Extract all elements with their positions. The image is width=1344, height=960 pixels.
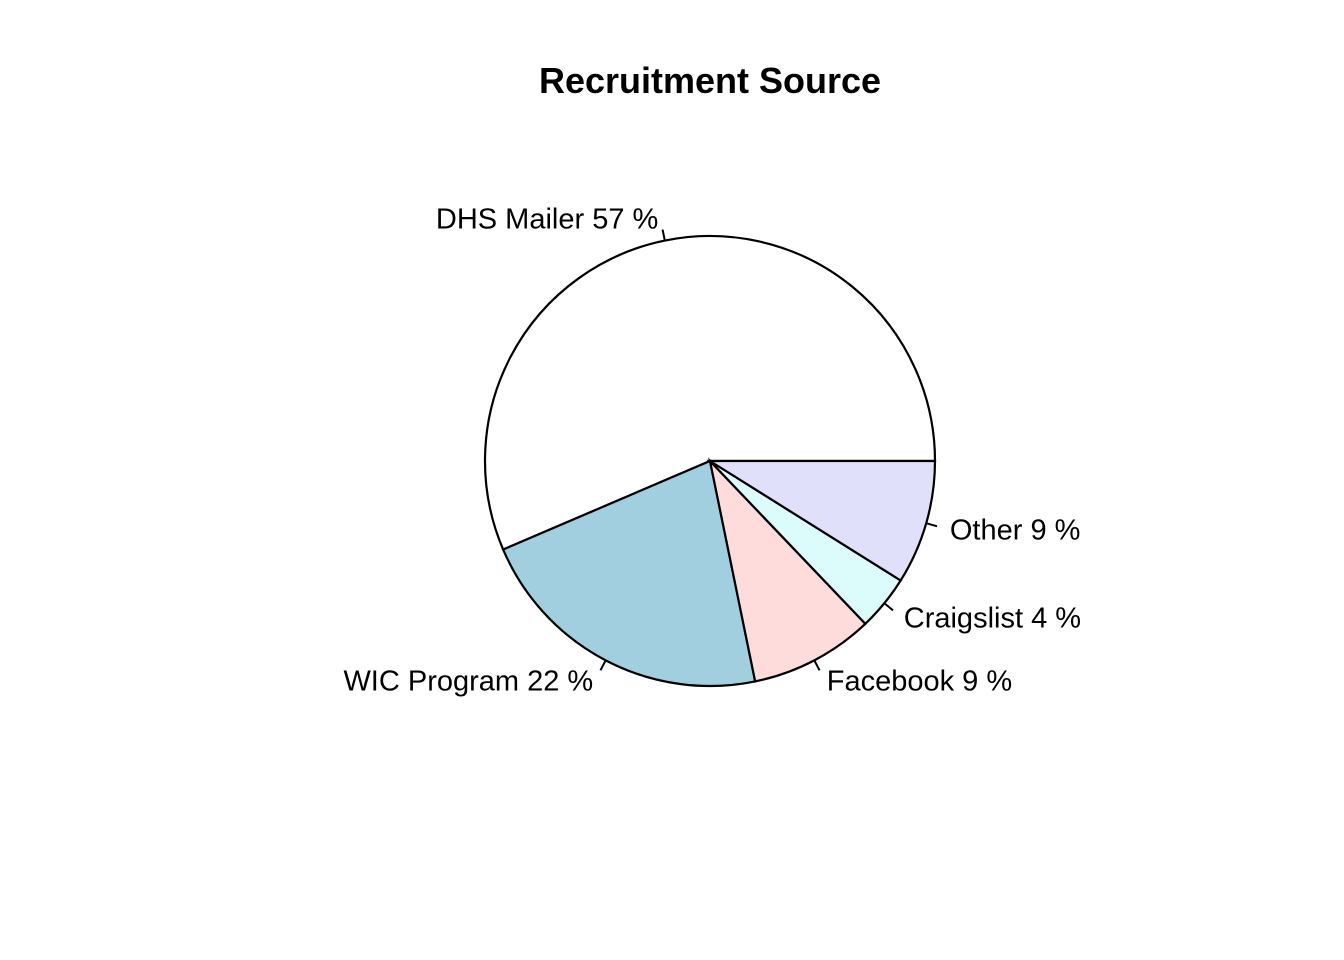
slice-label: Craigslist 4 %	[904, 603, 1081, 635]
slice-label: Facebook 9 %	[827, 665, 1012, 697]
leader-lines	[599, 229, 938, 671]
pie-slice-other	[706, 459, 937, 583]
leader-line	[813, 659, 821, 671]
leader-line	[883, 602, 894, 612]
slice-label: Other 9 %	[950, 515, 1081, 547]
slice-label: WIC Program 22 %	[343, 665, 593, 697]
slice-label: DHS Mailer 57 %	[436, 204, 658, 236]
slice-labels: DHS Mailer 57 % WIC Program 22 % Facebook …	[343, 204, 1081, 698]
leader-line	[599, 659, 607, 671]
pie-slice-wic-program	[501, 459, 757, 688]
leader-line	[925, 522, 938, 528]
chart-title: Recruitment Source	[539, 60, 881, 101]
pie-slices	[483, 234, 937, 688]
pie-slice-facebook	[708, 457, 867, 683]
leader-line	[661, 229, 666, 241]
